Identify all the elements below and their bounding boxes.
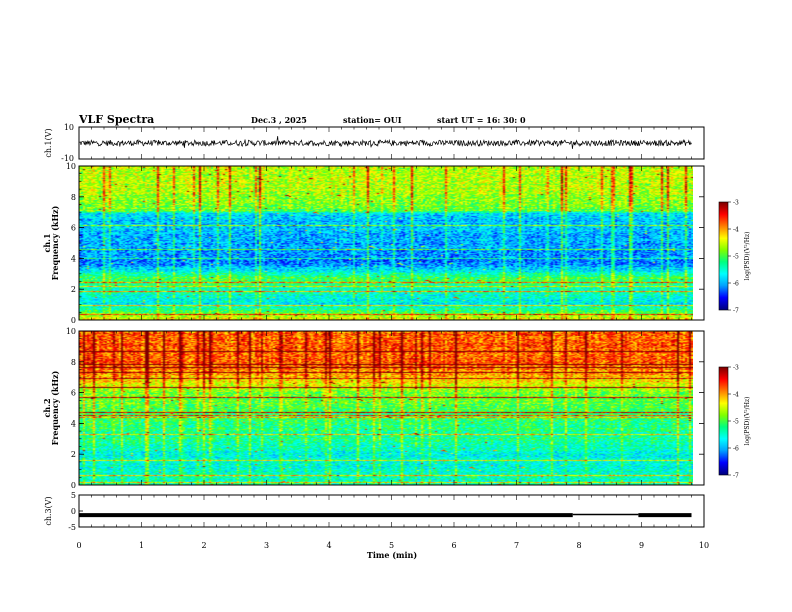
colorbar-ch2-tick-label: -7 [733,473,739,480]
colorbar-ch2-tick-label: -5 [733,419,739,426]
ch1-ytick-bottom: -10 [61,154,74,163]
ch1-ytick-label: 8 [71,193,76,202]
ch2-spec-label-freq: Frequency (kHz) [50,370,60,445]
ch1-ytick-label: 0 [71,316,76,325]
ch2-spec-label-channel: ch.2 [42,398,52,417]
ch1-spec-label-channel: ch.1 [42,233,52,252]
x-axis-label: Time (min) [367,550,417,560]
colorbar-ch2-tick-label: -4 [733,392,739,399]
time-ticks [78,127,705,527]
x-tick-label: 5 [389,541,394,550]
ch3-ytick-label: 5 [71,491,76,500]
ch1-ytick-label: 6 [71,224,76,233]
ch1-ytick-top: 10 [64,123,74,132]
date-label: Dec.3 , 2025 [251,115,307,125]
colorbar-ch1-tick-label: -5 [733,254,739,261]
ch3-ytick-label: -5 [68,523,76,532]
start-time-label: start UT = 16: 30: 0 [437,115,526,125]
colorbar-ch2: -3 -4 -5 -6 -7 log(PSD)(V²/Hz) [718,365,751,480]
x-tick-labels: 0 1 2 3 4 5 6 7 8 9 10 [76,541,709,550]
colorbar-ch2-label: log(PSD)(V²/Hz) [744,397,751,446]
colorbar-ch2-tick-label: -3 [733,365,739,372]
ch2-ytick-label: 10 [66,327,76,336]
ch2-ytick-label: 8 [71,358,76,367]
ch3-waveform-panel: 5 0 -5 ch.3(V) [44,491,705,532]
ch1-spectrogram-panel: 0 2 4 6 8 10 ch.1 Frequency (kHz) [42,162,705,325]
ch1-waveform-panel: 10 -10 ch.1(V) [44,123,705,163]
ch2-spectrogram-image [79,331,693,485]
x-tick-label: 4 [326,541,331,550]
x-tick-label: 8 [576,541,581,550]
x-tick-label: 7 [514,541,519,550]
ch3-ylabel: ch.3(V) [44,496,53,525]
ch2-ytick-label: 4 [71,419,76,428]
x-tick-label: 2 [201,541,206,550]
station-label: station= OUI [343,115,402,125]
ch3-waveform-trace [79,513,692,518]
ch2-ytick-label: 6 [71,389,76,398]
colorbar-ch1-label: log(PSD)(V²/Hz) [744,232,751,281]
ch2-ytick-label: 2 [71,450,76,459]
colorbar-ch1-tick-label: -7 [733,308,739,315]
ch1-ylabel: ch.1(V) [44,128,53,157]
colorbar-ch1-tick-label: -3 [733,200,739,207]
ch1-ytick-label: 10 [66,162,76,171]
ch1-waveform-trace [78,136,692,149]
ch1-spectrogram-image [79,166,693,320]
colorbar-ch2-tick-label: -6 [733,446,739,453]
ch3-ytick-label: 0 [71,507,76,516]
ch3-waveform-frame [78,494,705,528]
ch2-spectrogram-panel: 0 2 4 6 8 10 ch.2 Frequency (kHz) [42,327,705,490]
ch2-ytick-label: 0 [71,481,76,490]
ch1-freq-ticks: 0 2 4 6 8 10 [66,162,704,325]
ch1-ytick-label: 2 [71,285,76,294]
ch3-ytick-group: 5 0 -5 [68,491,83,532]
colorbar-ch2-ticks: -3 -4 -5 -6 -7 [728,365,739,480]
x-tick-label: 6 [451,541,456,550]
figure-title: VLF Spectra [78,113,154,126]
colorbar-ch1: -3 -4 -5 -6 -7 log(PSD)(V²/Hz) [718,200,751,315]
colorbar-ch2-gradient [719,367,728,475]
colorbar-ch1-ticks: -3 -4 -5 -6 -7 [728,200,739,315]
ch1-ytick-label: 4 [71,254,76,263]
ch1-spec-label-freq: Frequency (kHz) [50,205,60,280]
x-tick-label: 3 [264,541,269,550]
x-tick-label: 0 [76,541,81,550]
x-tick-label: 1 [139,541,144,550]
colorbar-ch1-tick-label: -4 [733,227,739,234]
colorbar-ch1-tick-label: -6 [733,281,739,288]
ch2-freq-ticks: 0 2 4 6 8 10 [66,327,704,490]
x-tick-label: 9 [639,541,644,550]
colorbar-ch1-gradient [719,202,728,310]
x-tick-label: 10 [699,541,709,550]
